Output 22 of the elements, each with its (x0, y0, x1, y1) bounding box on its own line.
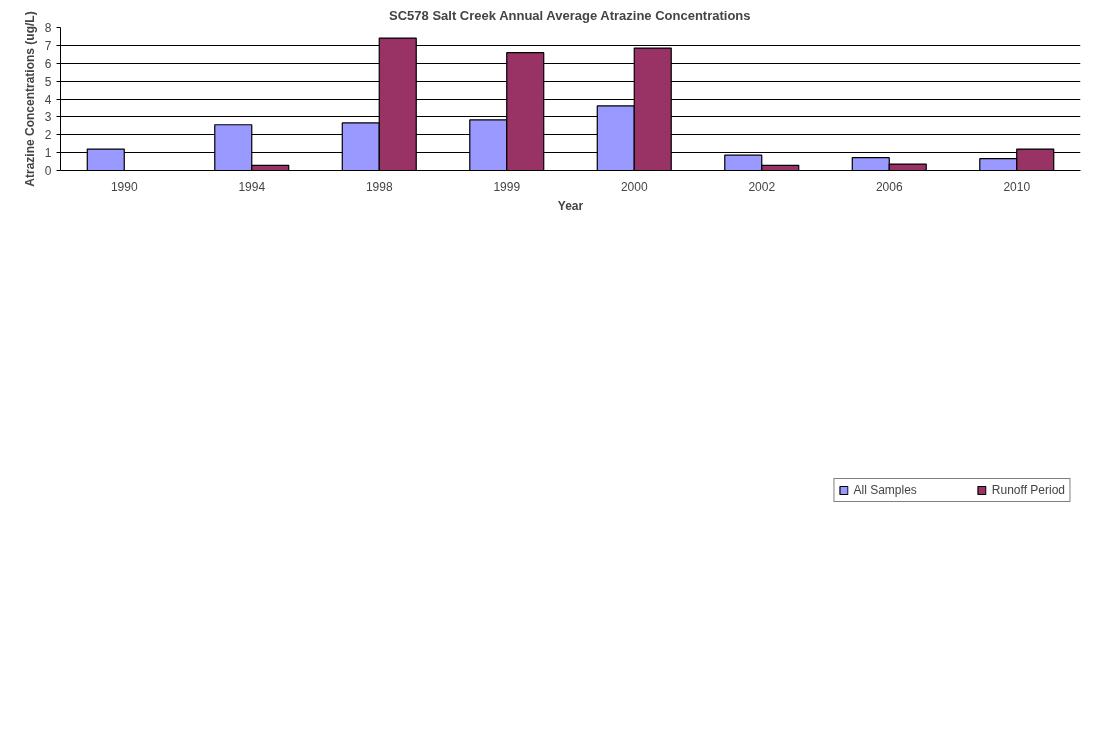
y-tick-label: 8 (44, 21, 52, 35)
y-tick-label: 0 (44, 164, 52, 178)
x-tick-label: 1998 (365, 179, 393, 194)
y-axis-title: Atrazine Concentrations (ug/L) (22, 11, 37, 187)
x-tick-label: 2010 (1003, 179, 1031, 194)
y-tick-label: 5 (44, 74, 52, 89)
chart-title: SC578 Salt Creek Annual Average Atrazine Concentrations (389, 7, 751, 23)
y-tick-label: 1 (44, 146, 52, 161)
y-tick-label: 4 (44, 92, 52, 107)
y-tick-label: 7 (44, 38, 52, 53)
x-axis-title: Year (557, 198, 584, 213)
y-tick-label: 6 (44, 56, 52, 71)
x-tick-label: 2006 (875, 179, 903, 194)
x-tick-label: 2002 (748, 179, 776, 194)
y-tick-label: 2 (44, 128, 52, 143)
x-tick-label: 1999 (493, 179, 521, 194)
y-tick-label: 3 (44, 110, 52, 125)
legend-label: All Samples (853, 483, 917, 497)
x-tick-label: 1990 (110, 179, 138, 194)
legend-label: Runoff Period (991, 483, 1065, 497)
x-tick-label: 1994 (238, 179, 266, 194)
x-tick-label: 2000 (620, 179, 648, 194)
